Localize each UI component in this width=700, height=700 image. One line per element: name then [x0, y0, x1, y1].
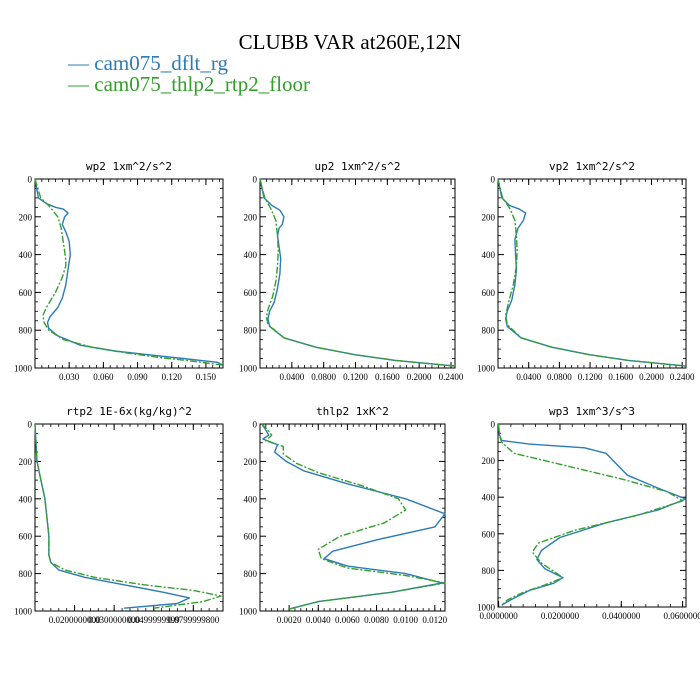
y-tick-label: 1000 [239, 607, 258, 617]
x-tick-label: 0.0400000 [602, 611, 641, 621]
y-tick-label: 1000 [239, 364, 258, 374]
series-line-dflt [260, 423, 446, 610]
legend-line-icon: — [68, 51, 89, 75]
x-tick-label: 0.1600 [608, 372, 633, 382]
y-tick-label: 400 [244, 250, 258, 260]
y-tick-label: 600 [244, 532, 258, 542]
y-tick-label: 600 [19, 288, 33, 298]
x-tick-label: 0.0800 [547, 372, 572, 382]
x-tick-label: 0.0040 [306, 615, 331, 625]
series-line-floor [259, 178, 456, 367]
x-tick-label: 0.0800 [311, 372, 336, 382]
x-tick-label: 0.0020 [277, 615, 302, 625]
y-tick-label: 0 [28, 420, 33, 430]
y-tick-label: 400 [19, 494, 33, 504]
y-tick-label: 800 [19, 569, 33, 579]
y-tick-label: 800 [482, 326, 496, 336]
legend-line-icon: — [68, 72, 89, 96]
y-tick-label: 600 [482, 529, 496, 539]
subplot-title: up2 1xm^2/s^2 [314, 160, 400, 173]
y-tick-label: 200 [482, 212, 496, 222]
y-tick-label: 400 [482, 250, 496, 260]
y-tick-label: 800 [244, 326, 258, 336]
x-tick-label: 0.0799999800 [167, 615, 219, 625]
x-tick-label: 0.2400 [670, 372, 695, 382]
x-tick-label: 0.030 [59, 372, 80, 382]
x-tick-label: 0.1200 [578, 372, 603, 382]
series-line-floor [497, 423, 684, 606]
subplot-3: vp2 1xm^2/s^2 0 200 400 600 800 1000 0.0400 0.08… [477, 160, 695, 382]
y-tick-label: 800 [19, 326, 33, 336]
x-tick-label: 0.0200000 [541, 611, 580, 621]
subplot-title: rtp2 1E-6x(kg/kg)^2 [66, 405, 192, 418]
x-tick-label: 0.0499999999 [128, 615, 180, 625]
y-tick-label: 1000 [477, 364, 496, 374]
y-tick-label: 1000 [14, 364, 33, 374]
y-tick-label: 1000 [477, 603, 496, 613]
plot-frame [259, 423, 446, 612]
series-line-floor [261, 423, 446, 610]
y-tick-label: 200 [482, 456, 496, 466]
x-tick-label: 0.0300000000 [88, 615, 140, 625]
x-tick-label: 0.060 [93, 372, 114, 382]
legend-item-dflt: — cam075_dflt_rg [68, 52, 228, 74]
series-line-floor [497, 178, 687, 367]
x-tick-label: 0.120 [162, 372, 183, 382]
x-tick-label: 0.0400 [516, 372, 541, 382]
subplot-4: rtp2 1E-6x(kg/kg)^2 0 200 400 600 800 1000 0.02… [14, 405, 224, 625]
x-tick-label: 0.090 [127, 372, 148, 382]
subplot-2: up2 1xm^2/s^2 0 200 400 600 800 1000 0.0400 0.08… [239, 160, 464, 382]
x-tick-label: 0.0000000 [479, 611, 518, 621]
subplot-title: vp2 1xm^2/s^2 [549, 160, 635, 173]
y-tick-label: 400 [19, 250, 33, 260]
y-tick-label: 400 [482, 493, 496, 503]
x-tick-label: 0.0100 [393, 615, 418, 625]
y-tick-label: 600 [482, 288, 496, 298]
y-tick-label: 0 [253, 420, 258, 430]
x-tick-label: 0.0060 [335, 615, 360, 625]
subplot-1: wp2 1xm^2/s^2 0 200 400 600 800 1000 0.030 0.060… [14, 160, 224, 382]
x-tick-label: 0.150 [196, 372, 217, 382]
x-tick-label: 0.0600000 [664, 611, 700, 621]
series-line-dflt [497, 178, 687, 367]
y-tick-label: 200 [244, 212, 258, 222]
x-tick-label: 0.2000 [639, 372, 664, 382]
x-tick-label: 0.2400 [439, 372, 464, 382]
legend-label: cam075_thlp2_rtp2_floor [94, 72, 311, 96]
y-tick-label: 200 [19, 457, 33, 467]
series-line-floor [34, 178, 224, 366]
y-tick-label: 1000 [14, 607, 33, 617]
x-tick-label: 0.1600 [375, 372, 400, 382]
legend-label: cam075_dflt_rg [94, 51, 229, 75]
subplot-title: wp2 1xm^2/s^2 [86, 160, 172, 173]
y-tick-label: 200 [19, 212, 33, 222]
plot-frame [497, 423, 687, 608]
y-tick-label: 0 [491, 420, 496, 430]
subplot-title: thlp2 1xK^2 [316, 405, 389, 418]
y-tick-label: 800 [482, 566, 496, 576]
legend-item-floor: — cam075_thlp2_rtp2_floor [68, 73, 310, 95]
series-line-dflt [259, 178, 456, 367]
x-tick-label: 0.1200 [343, 372, 368, 382]
x-tick-label: 0.0400 [279, 372, 304, 382]
series-line-floor [34, 423, 222, 609]
x-tick-label: 0.0200000000 [49, 615, 101, 625]
y-tick-label: 400 [244, 494, 258, 504]
subplot-title: wp3 1xm^3/s^3 [549, 405, 635, 418]
y-tick-label: 600 [19, 532, 33, 542]
y-tick-label: 0 [253, 175, 258, 185]
figure-title: CLUBB VAR at260E,12N [238, 30, 462, 54]
y-tick-label: 0 [491, 175, 496, 185]
y-tick-label: 800 [244, 569, 258, 579]
y-tick-label: 600 [244, 288, 258, 298]
x-tick-label: 0.2000 [407, 372, 432, 382]
y-tick-label: 200 [244, 457, 258, 467]
x-tick-label: 0.0120 [422, 615, 447, 625]
subplot-5: thlp2 1xK^2 0 200 400 600 800 1000 0.0020 0.0040… [239, 405, 448, 625]
x-tick-label: 0.0080 [364, 615, 389, 625]
series-line-dflt [497, 423, 687, 606]
y-tick-label: 0 [28, 175, 33, 185]
